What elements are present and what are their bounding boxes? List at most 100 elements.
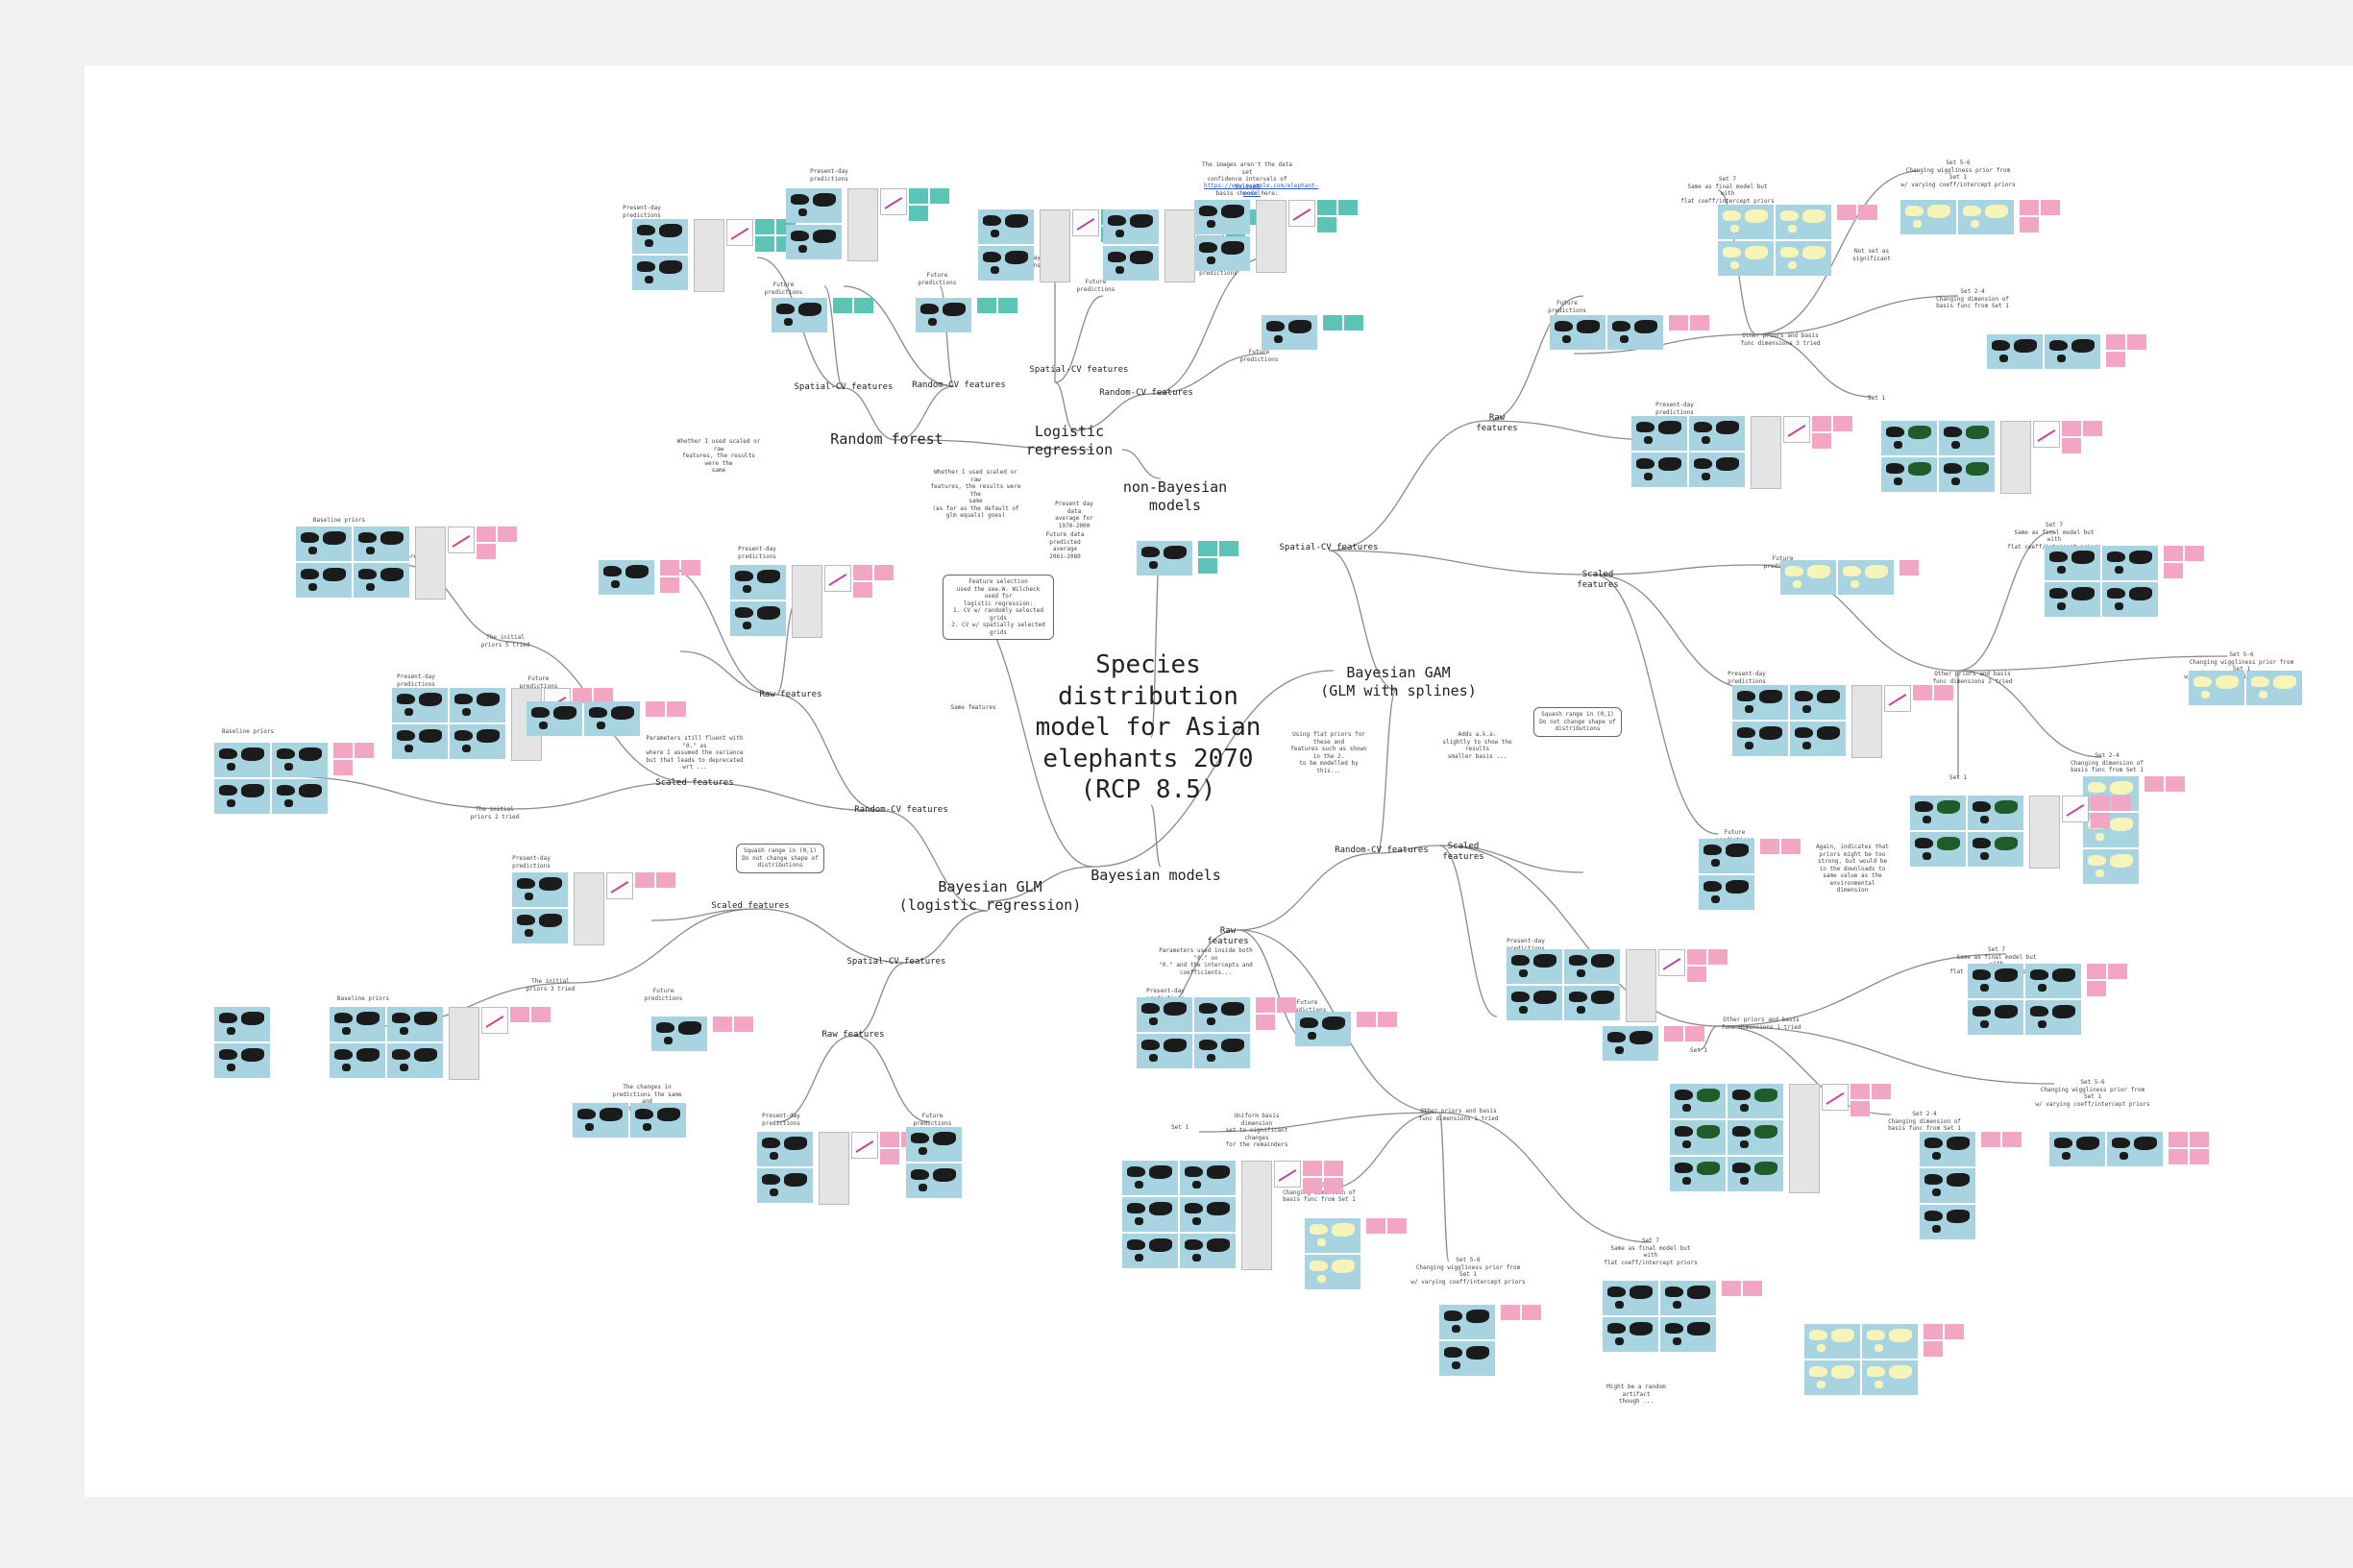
connector-line: [1121, 449, 1162, 479]
prediction-map: [632, 219, 688, 254]
not-significant-note: Not set as significant: [1852, 248, 1891, 262]
sticky-note: [1812, 416, 1831, 431]
glm-present-label-4: Present-day predictions: [762, 1113, 800, 1127]
gam-spatial-cv[interactable]: Spatial-CV features: [1279, 543, 1379, 552]
sticky-note: [977, 298, 996, 313]
node-random-forest[interactable]: Random forest: [830, 430, 944, 448]
sticky-note: [1323, 315, 1342, 331]
prediction-map: [1718, 205, 1774, 239]
node-bayesian-gam[interactable]: Bayesian GAM (GLM with splines): [1320, 664, 1477, 699]
set1-label-3: Set 1: [1689, 1047, 1708, 1054]
sticky-note: [2112, 796, 2131, 811]
prediction-map: [906, 1164, 962, 1198]
prediction-map: [1262, 315, 1317, 350]
prediction-map: [2107, 1132, 2163, 1166]
prediction-map: [1790, 685, 1846, 720]
sticky-note: [1708, 949, 1728, 965]
glm-present-label: Present-day predictions: [738, 546, 776, 560]
connector-line: [881, 810, 989, 912]
prediction-map: [1732, 685, 1788, 720]
rf-present-label-2: Present-day predictions: [810, 168, 848, 183]
sticky-note: [1324, 1161, 1343, 1176]
connector-line: [1957, 530, 2055, 672]
prediction-map: [1631, 416, 1687, 451]
prediction-map: [1838, 560, 1894, 595]
prediction-map: [1958, 200, 2014, 234]
glm-random-cv[interactable]: Random-CV features: [854, 805, 948, 815]
uncertainty-plot: [847, 188, 878, 261]
lr-spatial-cv[interactable]: Spatial-CV features: [1029, 365, 1129, 375]
connector-line: [1592, 574, 1757, 691]
sticky-note: [1687, 967, 1706, 982]
prediction-map: [1507, 949, 1562, 984]
calibration-plot: [880, 188, 907, 215]
sticky-note: [2164, 563, 2183, 578]
prediction-map: [1862, 1360, 1918, 1395]
uncertainty-plot: [819, 1132, 849, 1205]
uncertainty-plot: [1626, 949, 1656, 1022]
gam-scaled-features-2[interactable]: Scaled features: [1442, 842, 1484, 863]
sticky-note: [1872, 1084, 1891, 1099]
sticky-note: [1317, 217, 1336, 233]
sticky-note: [713, 1017, 732, 1032]
sticky-note: [1687, 949, 1706, 965]
node-logistic-regression[interactable]: Logistic regression: [1025, 423, 1114, 458]
prediction-map: [1603, 1281, 1658, 1315]
initial-priors-3: The initial priors 3 tried: [526, 978, 576, 992]
sticky-note: [880, 1149, 899, 1164]
set1-label-2: Set 1: [1949, 774, 1968, 781]
sticky-note: [1924, 1324, 1943, 1339]
node-bayesian[interactable]: Bayesian models: [1091, 867, 1221, 884]
rf-random-cv[interactable]: Random-CV features: [912, 380, 1006, 390]
prediction-map: [730, 565, 786, 600]
prediction-map: [1122, 1161, 1178, 1195]
gam-scaled-features[interactable]: Scaled features: [1577, 570, 1619, 591]
sticky-note: [853, 565, 872, 580]
glm-raw-features-2[interactable]: Raw features: [821, 1030, 885, 1040]
glm-scaled-features-2[interactable]: Scaled features: [711, 901, 790, 911]
prediction-map: [1439, 1341, 1495, 1376]
gam-squash-note: Squash range in (0,1) Do not change shap…: [1533, 707, 1622, 737]
gam-raw-features-2[interactable]: Raw features: [1207, 926, 1249, 947]
sticky-note: [2062, 421, 2081, 436]
glm-scaled-features[interactable]: Scaled features: [655, 778, 734, 788]
sticky-note: [1317, 200, 1336, 215]
glm-spatial-cv[interactable]: Spatial-CV features: [846, 957, 946, 967]
set1-label: Set 1: [1867, 395, 1886, 402]
sticky-note: [531, 1007, 551, 1022]
prediction-map: [1699, 875, 1754, 910]
central-topic[interactable]: Species distribution model for Asian ele…: [1035, 650, 1262, 804]
prediction-map: [1862, 1324, 1918, 1359]
sticky-note: [930, 188, 949, 204]
initial-priors-2: The initial priors 2 tried: [470, 806, 520, 821]
uncertainty-plot: [1751, 416, 1781, 489]
sticky-note: [2041, 200, 2060, 215]
sticky-note: [2169, 1149, 2188, 1164]
reference-link[interactable]: https://www.example.com/elephant-model: [1204, 183, 1319, 197]
connector-line: [823, 285, 845, 389]
prediction-map: [512, 872, 568, 907]
glm-raw-features[interactable]: Raw features: [759, 690, 822, 699]
gam-raw-features[interactable]: Raw features: [1476, 413, 1518, 434]
calibration-plot: [481, 1007, 508, 1034]
node-non-bayesian[interactable]: non-Bayesian models: [1122, 478, 1228, 514]
prediction-map: [1564, 949, 1620, 984]
mind-map-canvas[interactable]: Species distribution model for Asian ele…: [85, 65, 2353, 1497]
node-bayesian-glm[interactable]: Bayesian GLM (logistic regression): [898, 878, 1082, 914]
sticky-note: [2145, 776, 2164, 792]
rf-spatial-cv[interactable]: Spatial-CV features: [794, 382, 894, 392]
prediction-map: [214, 1043, 270, 1078]
sticky-note: [2087, 981, 2106, 996]
prediction-map: [978, 246, 1034, 281]
sticky-note: [1303, 1178, 1322, 1193]
set24-label: Set 2-4 Changing dimension of basis func…: [1936, 288, 2009, 309]
calibration-plot: [606, 872, 633, 899]
sticky-note: [1837, 205, 1856, 220]
prediction-map: [1780, 560, 1836, 595]
prediction-map: [1939, 421, 1995, 455]
prediction-map: [1305, 1218, 1360, 1253]
lr-random-cv[interactable]: Random-CV features: [1099, 388, 1193, 398]
gam-random-cv[interactable]: Random-CV features: [1335, 845, 1429, 855]
sticky-note: [660, 577, 679, 593]
sticky-note: [1690, 315, 1709, 331]
